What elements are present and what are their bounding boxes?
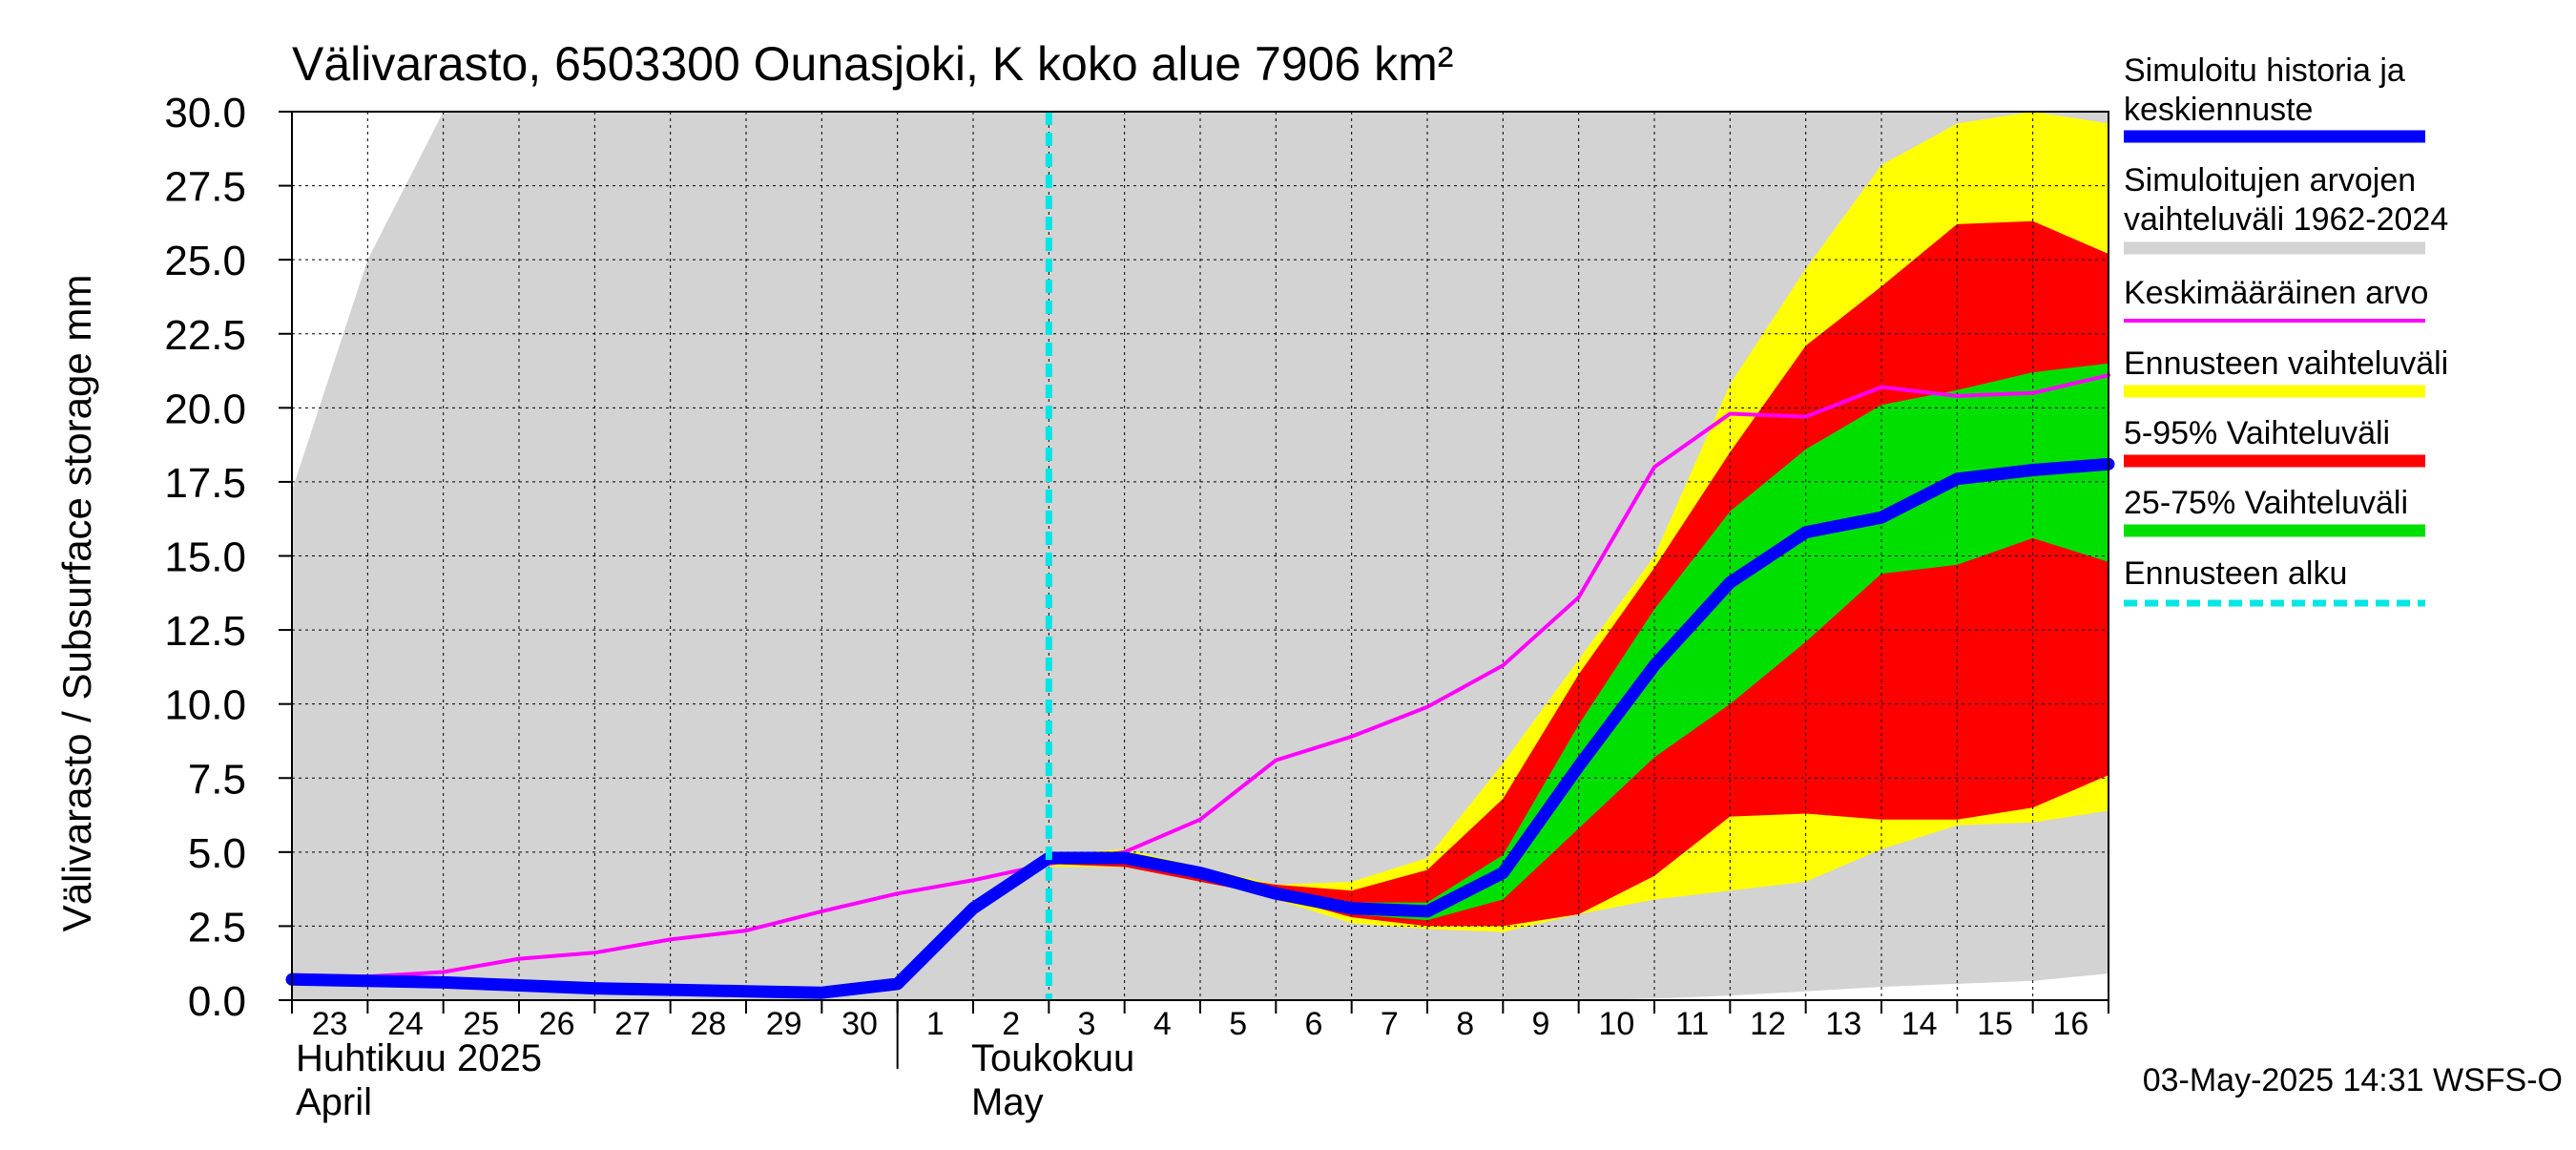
x-tick-label: 16 (2052, 1006, 2088, 1042)
y-tick-label: 2.5 (188, 904, 246, 951)
x-tick-label: 28 (690, 1006, 726, 1042)
y-axis-ticks: 0.0 2.5 5.0 7.5 10.0 12.5 15.0 17.5 20.0 22.5 25.0… (164, 90, 292, 1025)
x-tick-label: 4 (1153, 1006, 1172, 1042)
legend-p595-label: 5-95% Vaihteluväli (2124, 415, 2390, 451)
y-tick-label: 22.5 (164, 312, 246, 359)
x-tick-label: 13 (1825, 1006, 1861, 1042)
month-label-april-fi: Huhtikuu 2025 (296, 1037, 542, 1079)
x-tick-label: 23 (312, 1006, 348, 1042)
y-tick-label: 27.5 (164, 164, 246, 211)
x-tick-label: 15 (1977, 1006, 2013, 1042)
x-tick-label: 12 (1750, 1006, 1786, 1042)
x-tick-label: 9 (1532, 1006, 1550, 1042)
y-tick-label: 5.0 (188, 830, 246, 877)
y-axis-label: Välivarasto / Subsurface storage mm (54, 275, 99, 932)
legend-sim-label-2: keskiennuste (2124, 92, 2313, 128)
legend-p2575-label: 25-75% Vaihteluväli (2124, 485, 2408, 521)
x-tick-label: 1 (926, 1006, 945, 1042)
series-lines (285, 112, 2115, 1000)
legend-start-label: Ennusteen alku (2124, 555, 2347, 592)
month-label-may-fi: Toukokuu (971, 1037, 1134, 1079)
y-tick-label: 17.5 (164, 460, 246, 507)
y-tick-label: 15.0 (164, 534, 246, 581)
month-labels: Huhtikuu 2025 April Toukokuu May (296, 1000, 1134, 1123)
mean-line (290, 373, 2110, 979)
y-tick-label: 10.0 (164, 682, 246, 729)
band-25-75 (1049, 363, 2109, 921)
x-tick-label: 7 (1381, 1006, 1399, 1042)
legend-mean-label: Keskimääräinen arvo (2124, 275, 2428, 311)
legend: Simuloitu historia ja keskiennuste Simul… (2124, 52, 2448, 607)
y-tick-label: 12.5 (164, 608, 246, 655)
y-tick-label: 30.0 (164, 90, 246, 136)
plot-area (285, 111, 2115, 1001)
x-tick-label: 27 (614, 1006, 651, 1042)
x-tick-label: 29 (766, 1006, 802, 1042)
x-tick-label: 6 (1305, 1006, 1323, 1042)
x-tick-label: 11 (1675, 1006, 1709, 1042)
chart-title: Välivarasto, 6503300 Ounasjoki, K koko a… (292, 37, 1453, 91)
month-label-may-en: May (971, 1081, 1044, 1123)
x-tick-label: 25 (463, 1006, 499, 1042)
x-tick-label: 26 (539, 1006, 575, 1042)
x-tick-label: 3 (1078, 1006, 1096, 1042)
legend-hist-label-2: vaihteluväli 1962-2024 (2124, 201, 2448, 238)
y-tick-label: 20.0 (164, 386, 246, 432)
x-tick-label: 24 (387, 1006, 424, 1042)
legend-hist-label-1: Simuloitujen arvojen (2124, 162, 2416, 199)
x-tick-label: 14 (1901, 1006, 1938, 1042)
y-tick-label: 0.0 (188, 978, 246, 1025)
x-tick-label: 5 (1229, 1006, 1247, 1042)
footer-timestamp: 03-May-2025 14:31 WSFS-O (2143, 1062, 2563, 1098)
x-tick-label: 8 (1456, 1006, 1474, 1042)
y-tick-label: 7.5 (188, 756, 246, 803)
legend-sim-label-1: Simuloitu historia ja (2124, 52, 2405, 89)
x-axis-ticks: 23 24 25 26 27 28 29 30 1 2 3 4 5 6 7 8 9 10 11 12 13 14 15 16 (291, 1000, 2109, 1042)
x-tick-label: 2 (1002, 1006, 1020, 1042)
band-5-95 (1049, 220, 2109, 927)
grid (292, 112, 2109, 1000)
y-tick-label: 25.0 (164, 238, 246, 284)
legend-fc-label: Ennusteen vaihteluväli (2124, 345, 2448, 382)
x-tick-label: 10 (1598, 1006, 1634, 1042)
simulated-line (285, 457, 2115, 999)
x-tick-label: 30 (841, 1006, 878, 1042)
month-label-april-en: April (296, 1081, 372, 1123)
